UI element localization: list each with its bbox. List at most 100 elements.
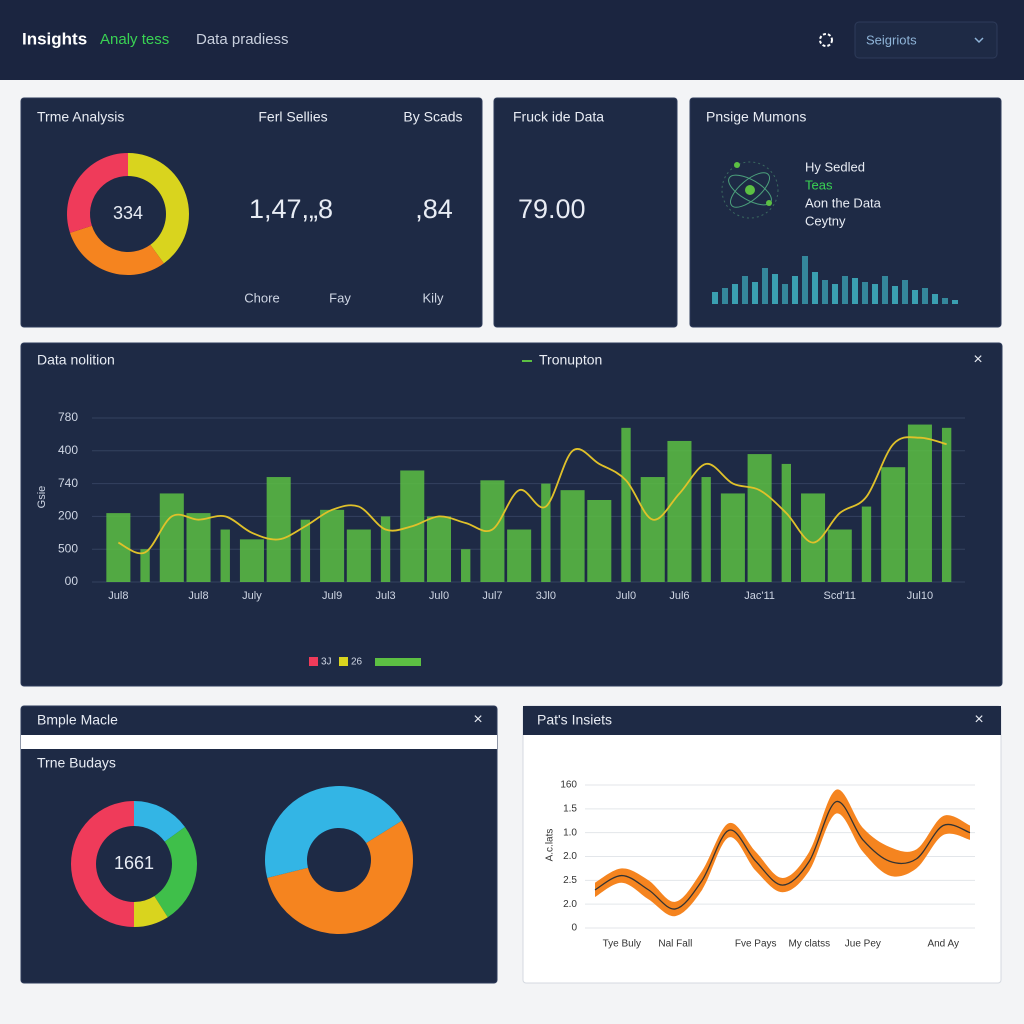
legend-swatch: [339, 657, 348, 666]
bar: [541, 483, 551, 582]
line: [594, 801, 971, 910]
x-tick-label: Jul6: [669, 590, 689, 602]
donut-segment: [69, 225, 164, 275]
mini-bar: [802, 256, 808, 304]
y-tick-label: 0: [571, 923, 577, 934]
card: [20, 342, 1003, 687]
card-subtitle: Trne Budays: [37, 755, 116, 771]
footer-label: Fay: [329, 290, 351, 305]
tab[interactable]: Analy tess: [100, 31, 169, 48]
card-title: Fruck ide Data: [513, 109, 604, 125]
mini-bar: [722, 288, 728, 304]
card-title: Trme Analysis: [37, 109, 124, 125]
stat-value: ,84: [415, 194, 453, 224]
bar: [266, 477, 291, 582]
donut-segment: [134, 896, 168, 927]
card-title: Bmple Macle: [37, 712, 118, 728]
legend-swatch: [375, 658, 421, 666]
header-bar: [0, 0, 1024, 80]
y-tick-label: 400: [58, 443, 78, 457]
mini-bar: [952, 300, 958, 304]
x-tick-label: Scd'11: [824, 590, 856, 602]
x-tick-label: Jul8: [108, 590, 128, 602]
bar: [320, 509, 345, 582]
settings-icon[interactable]: [819, 33, 833, 47]
legend-label: 3J: [321, 657, 332, 668]
mini-bar: [782, 284, 788, 304]
info-line: Teas: [805, 177, 833, 192]
bar: [747, 454, 772, 582]
info-line: Hy Sedled: [805, 159, 865, 174]
bar: [140, 549, 150, 582]
line: [117, 436, 947, 555]
x-tick-label: Jul0: [616, 590, 636, 602]
tab[interactable]: Data pradiess: [196, 31, 289, 48]
donut-segment: [134, 801, 185, 842]
mini-bar: [742, 276, 748, 304]
bar: [426, 516, 452, 582]
y-tick-label: 500: [58, 541, 78, 555]
bar: [587, 500, 612, 582]
x-tick-label: Jul3: [375, 590, 395, 602]
donut-center: 334: [113, 203, 143, 223]
legend-swatch: [309, 657, 318, 666]
bar: [907, 424, 932, 582]
donut-segment: [154, 826, 198, 918]
close-button[interactable]: ×: [974, 711, 983, 728]
stat-value: 1,47,„8: [249, 194, 333, 224]
mini-bar: [902, 280, 908, 304]
y-axis-label: A.c.lats: [545, 829, 556, 862]
mini-bar: [942, 298, 948, 304]
y-tick-label: 740: [58, 476, 78, 490]
y-tick-label: 00: [65, 574, 79, 588]
band: [595, 789, 970, 917]
x-tick-label: Jul7: [482, 590, 502, 602]
mini-bar: [812, 272, 818, 304]
bar: [507, 529, 532, 582]
y-tick-label: 200: [58, 509, 78, 523]
x-tick-label: Jue Pey: [845, 939, 881, 950]
card-title: Data nolition: [37, 352, 115, 368]
donut-segment: [66, 153, 128, 233]
x-tick-label: July: [242, 590, 262, 602]
x-tick-label: Jul8: [188, 590, 208, 602]
x-tick-label: Jul10: [907, 590, 933, 602]
card-title: Pnsige Mumons: [706, 109, 806, 125]
mini-bar: [832, 284, 838, 304]
x-tick-label: Fve Pays: [735, 939, 777, 950]
bar: [621, 427, 631, 582]
bar: [640, 477, 665, 582]
donut-segment: [71, 801, 134, 927]
mini-bar: [842, 276, 848, 304]
x-tick-label: Jul9: [322, 590, 342, 602]
select-box[interactable]: [854, 21, 998, 59]
donut-segment: [265, 786, 402, 878]
bar: [941, 427, 952, 582]
x-tick-label: Nal Fall: [658, 939, 692, 950]
bar: [300, 519, 311, 582]
x-tick-label: Jul0: [429, 590, 449, 602]
mini-bar: [762, 268, 768, 304]
mini-bar: [912, 290, 918, 304]
y-tick-label: 2.0: [563, 899, 577, 910]
y-axis-label: Gsie: [36, 486, 48, 509]
x-tick-label: And Ay: [927, 939, 959, 950]
stat-heading: By Scads: [403, 109, 462, 125]
close-button[interactable]: ×: [473, 711, 482, 728]
bar: [827, 529, 852, 582]
mini-bar: [792, 276, 798, 304]
bar: [346, 529, 371, 582]
mini-bar: [932, 294, 938, 304]
close-button[interactable]: ×: [973, 351, 982, 368]
bar: [239, 539, 264, 582]
mini-bar: [752, 282, 758, 304]
legend-label: 26: [351, 657, 363, 668]
mini-bar: [772, 274, 778, 304]
x-tick-label: Tye Buly: [603, 939, 641, 950]
mini-bar: [892, 286, 898, 304]
bar: [560, 490, 585, 582]
footer-label: Kily: [423, 290, 444, 305]
bar: [159, 493, 184, 582]
info-line: Ceytny: [805, 213, 846, 228]
mini-bar: [872, 284, 878, 304]
